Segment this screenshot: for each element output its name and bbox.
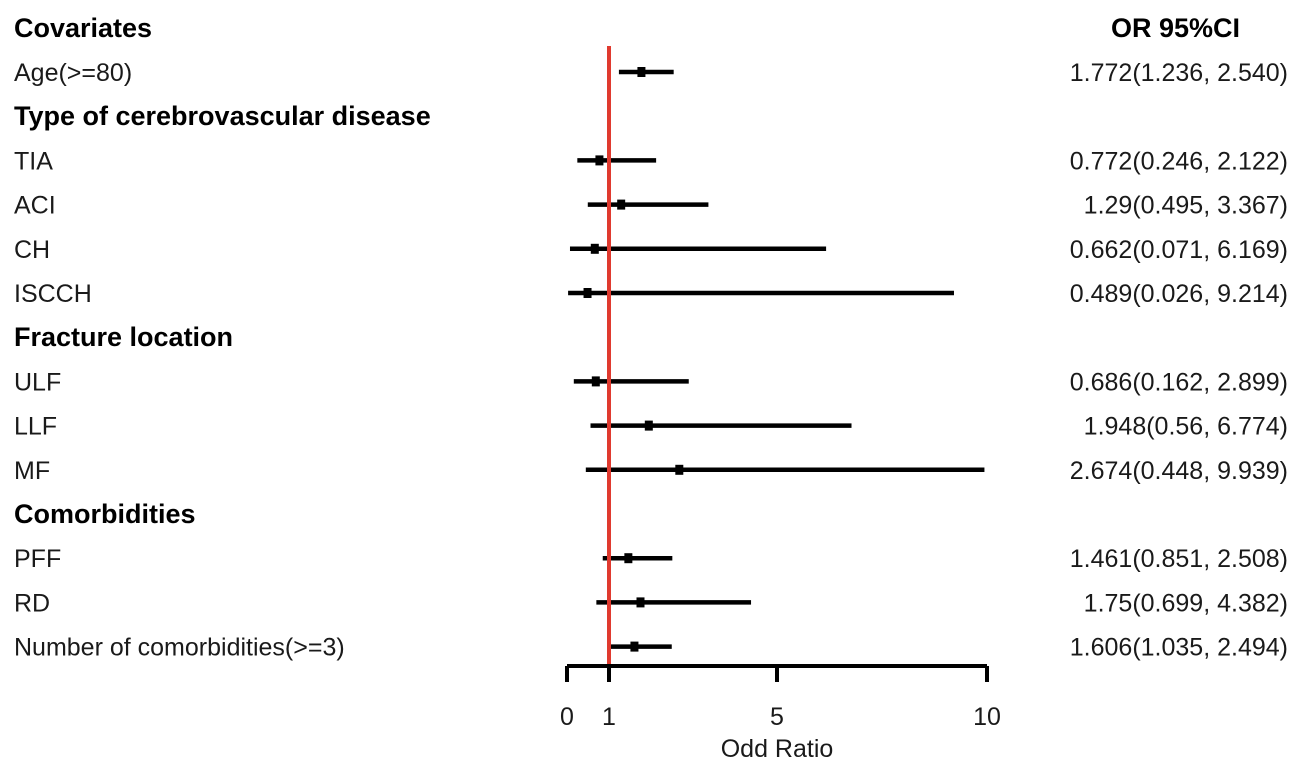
rows-layer: Age(>=80) 1.772(1.236, 2.540) Type of cere…: [14, 59, 1288, 662]
or-ci-value-number-of-comorbidities-3: 1.606(1.035, 2.494): [1070, 634, 1288, 662]
x-tick-label-5: 5: [770, 703, 784, 731]
or-point-number-of-comorbidities-3: [630, 641, 639, 652]
section-header-comorbidities: Comorbidities: [14, 499, 196, 529]
or-point-pff: [624, 553, 633, 564]
or-ci-value-llf: 1.948(0.56, 6.774): [1084, 413, 1288, 441]
or-ci-value-mf: 2.674(0.448, 9.939): [1070, 457, 1288, 485]
x-tick-label-1: 1: [602, 703, 616, 731]
row-label-rd: RD: [14, 589, 50, 617]
row-label-aci: ACI: [14, 192, 56, 220]
row-label-mf: MF: [14, 457, 50, 485]
section-header-fracture-location: Fracture location: [14, 322, 233, 352]
row-label-pff: PFF: [14, 545, 61, 573]
x-tick-label-0: 0: [560, 703, 574, 731]
or-point-rd: [636, 597, 645, 608]
x-axis-title: Odd Ratio: [721, 735, 834, 760]
or-ci-value-iscch: 0.489(0.026, 9.214): [1070, 280, 1288, 308]
section-header-type-of-cerebrovascular-disease: Type of cerebrovascular disease: [14, 101, 431, 131]
row-label-ulf: ULF: [14, 368, 61, 396]
or-point-mf: [675, 464, 684, 475]
row-label-iscch: ISCCH: [14, 280, 92, 308]
or-ci-value-aci: 1.29(0.495, 3.367): [1084, 192, 1288, 220]
row-label-llf: LLF: [14, 413, 57, 441]
or-ci-value-age-80: 1.772(1.236, 2.540): [1070, 59, 1288, 87]
or-ci-column-header: OR 95%CI: [1111, 13, 1240, 43]
or-point-ch: [590, 243, 599, 254]
or-point-ulf: [591, 376, 600, 387]
row-label-ch: CH: [14, 236, 50, 264]
or-point-tia: [595, 155, 604, 166]
row-label-age-80: Age(>=80): [14, 59, 132, 87]
or-point-iscch: [583, 288, 592, 298]
row-label-number-of-comorbidities-3: Number of comorbidities(>=3): [14, 634, 345, 662]
or-point-age-80: [637, 67, 646, 77]
or-ci-value-ulf: 0.686(0.162, 2.899): [1070, 368, 1288, 396]
or-ci-value-rd: 1.75(0.699, 4.382): [1084, 589, 1288, 617]
x-tick-label-10: 10: [973, 703, 1001, 731]
or-point-aci: [617, 199, 626, 210]
row-label-tia: TIA: [14, 147, 53, 175]
or-ci-value-ch: 0.662(0.071, 6.169): [1070, 236, 1288, 264]
x-axis: 0 1 5 10 Odd Ratio: [560, 664, 1001, 760]
or-ci-value-tia: 0.772(0.246, 2.122): [1070, 147, 1288, 175]
or-point-llf: [644, 420, 653, 431]
covariates-column-header: Covariates: [14, 13, 152, 43]
or-ci-value-pff: 1.461(0.851, 2.508): [1070, 545, 1288, 573]
